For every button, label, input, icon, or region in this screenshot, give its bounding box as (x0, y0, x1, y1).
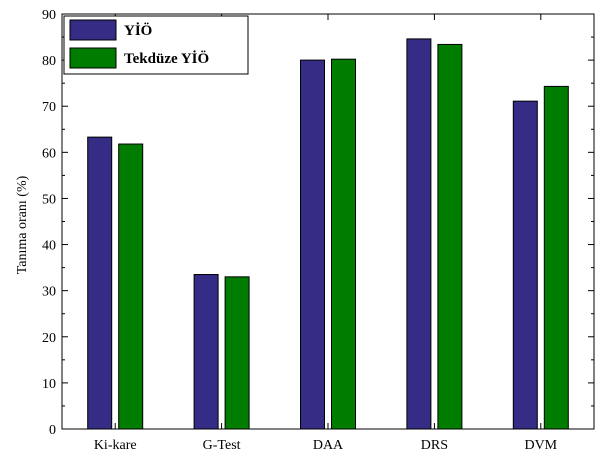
bar-dvm-series-1 (512, 100, 538, 430)
y-tick-label: 80 (42, 54, 56, 69)
legend-label-series-2: Tekdüze YİÖ (124, 50, 209, 67)
plot-area: 0 10 20 30 40 50 60 70 80 90 Ki-kare G-Test DAA DRS DV… (42, 8, 595, 453)
bar-daa-series-2 (331, 58, 356, 430)
x-tick-label: DAA (313, 438, 344, 453)
bar-drs-series-1 (406, 38, 432, 430)
bar-drs-series-2 (437, 43, 463, 430)
bar-g-test-series-1 (193, 274, 219, 430)
x-tick-label: G-Test (203, 438, 241, 453)
y-tick-label: 40 (42, 239, 56, 254)
y-tick-label: 70 (42, 100, 56, 115)
y-tick-label: 30 (42, 285, 56, 300)
bar-dvm-series-2 (543, 85, 569, 430)
y-tick-label: 90 (42, 8, 56, 23)
y-axis-label: Tanıma oranı (%) (15, 175, 30, 274)
bar-daa-series-1 (300, 59, 325, 430)
y-tick-label: 20 (42, 331, 56, 346)
x-tick-label: Ki-kare (94, 438, 137, 453)
legend-swatch-series-2 (69, 47, 117, 69)
y-tick-label: 50 (42, 192, 56, 207)
x-tick-label: DVM (524, 438, 557, 453)
bar-g-test-series-2 (224, 276, 250, 430)
legend-swatch-series-1 (69, 19, 117, 41)
legend: YİÖ Tekdüze YİÖ (63, 15, 249, 75)
bar-ki-kare-series-2 (118, 143, 144, 430)
legend-label-series-1: YİÖ (124, 22, 152, 39)
x-tick-label: DRS (421, 438, 448, 453)
bar-ki-kare-series-1 (87, 136, 113, 430)
y-tick-label: 10 (42, 377, 56, 392)
y-tick-label: 0 (49, 423, 56, 438)
y-tick-label: 60 (42, 146, 56, 161)
